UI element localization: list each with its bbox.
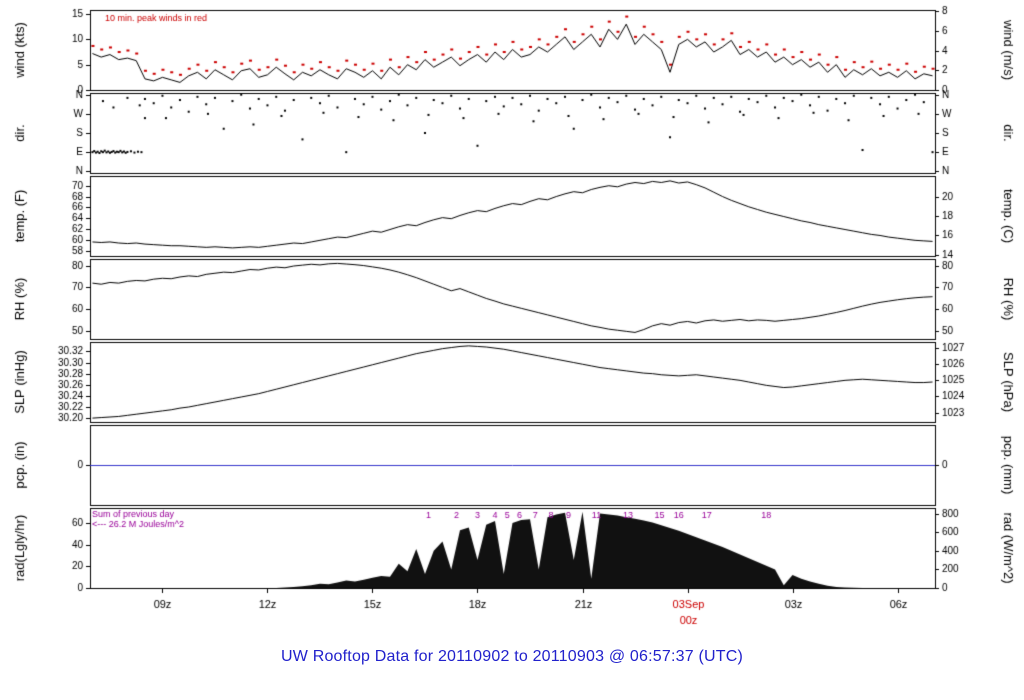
chart-title: UW Rooftop Data for 20110902 to 20110903…: [281, 648, 743, 665]
weather-multipanel-chart-canvas: [0, 0, 1024, 632]
